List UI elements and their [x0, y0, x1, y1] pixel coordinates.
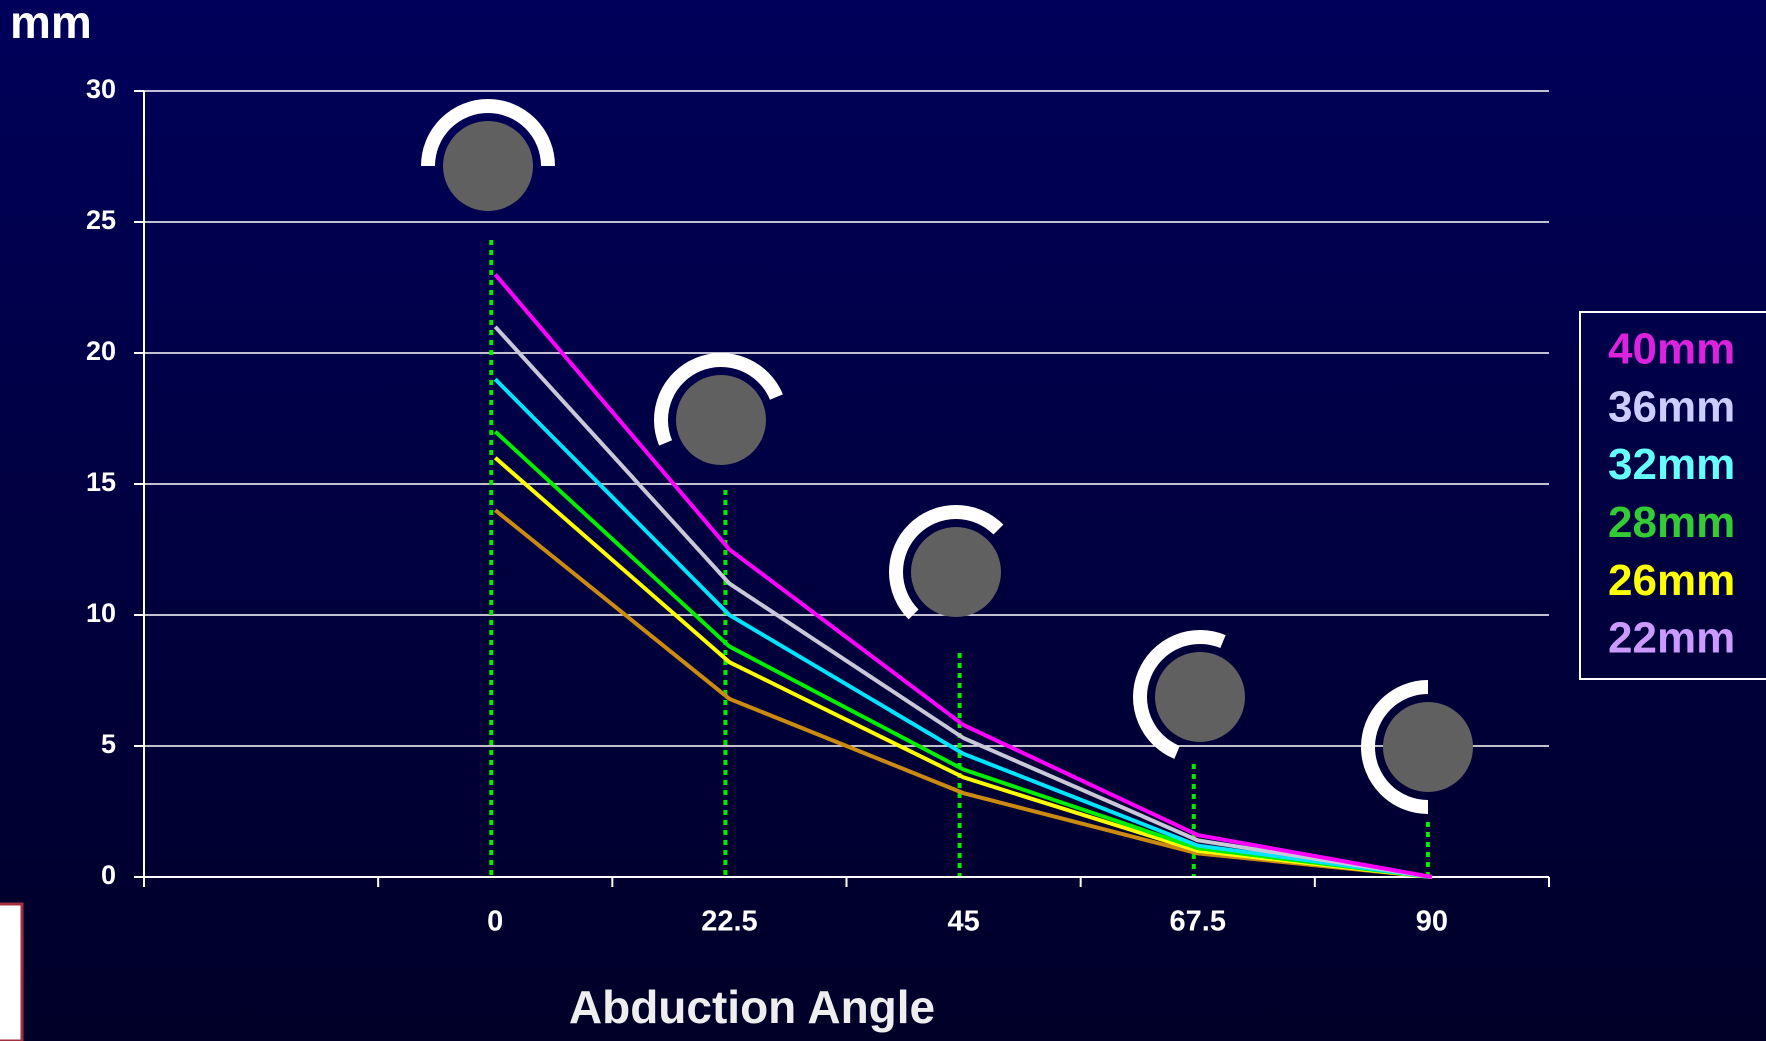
- x-axis-label: Abduction Angle: [569, 981, 935, 1033]
- y-tick-label: 0: [101, 860, 116, 890]
- background: [0, 0, 1766, 1041]
- chart: mm Abduction Angle 0 5 10 15 20 25 30 0 22.5 45 67…: [0, 0, 1766, 1041]
- x-tick-label: 22.5: [701, 906, 757, 938]
- y-tick-label: 10: [86, 598, 116, 628]
- y-tick-label: 20: [86, 336, 116, 366]
- legend-label: 26mm: [1608, 556, 1735, 605]
- y-tick-label: 30: [86, 74, 116, 104]
- y-tick-label: 5: [101, 729, 116, 759]
- y-tick-label: 25: [86, 205, 116, 235]
- ball: [1383, 702, 1473, 792]
- legend-label: 28mm: [1608, 498, 1735, 547]
- x-tick-label: 0: [487, 906, 503, 938]
- y-axis-label: mm: [10, 0, 92, 48]
- x-tick-label: 45: [947, 906, 979, 938]
- x-tick-label: 67.5: [1170, 906, 1226, 938]
- legend-label: 36mm: [1608, 382, 1735, 431]
- ball: [443, 121, 533, 211]
- x-tick-label: 90: [1416, 906, 1448, 938]
- legend-label: 32mm: [1608, 440, 1735, 489]
- legend-label: 40mm: [1608, 325, 1735, 374]
- page: mm Abduction Angle 0 5 10 15 20 25 30 0 22.5 45 67…: [0, 0, 1766, 1041]
- y-tick-label: 15: [86, 467, 116, 497]
- legend-label: 22mm: [1608, 614, 1735, 663]
- logo: [0, 904, 22, 1041]
